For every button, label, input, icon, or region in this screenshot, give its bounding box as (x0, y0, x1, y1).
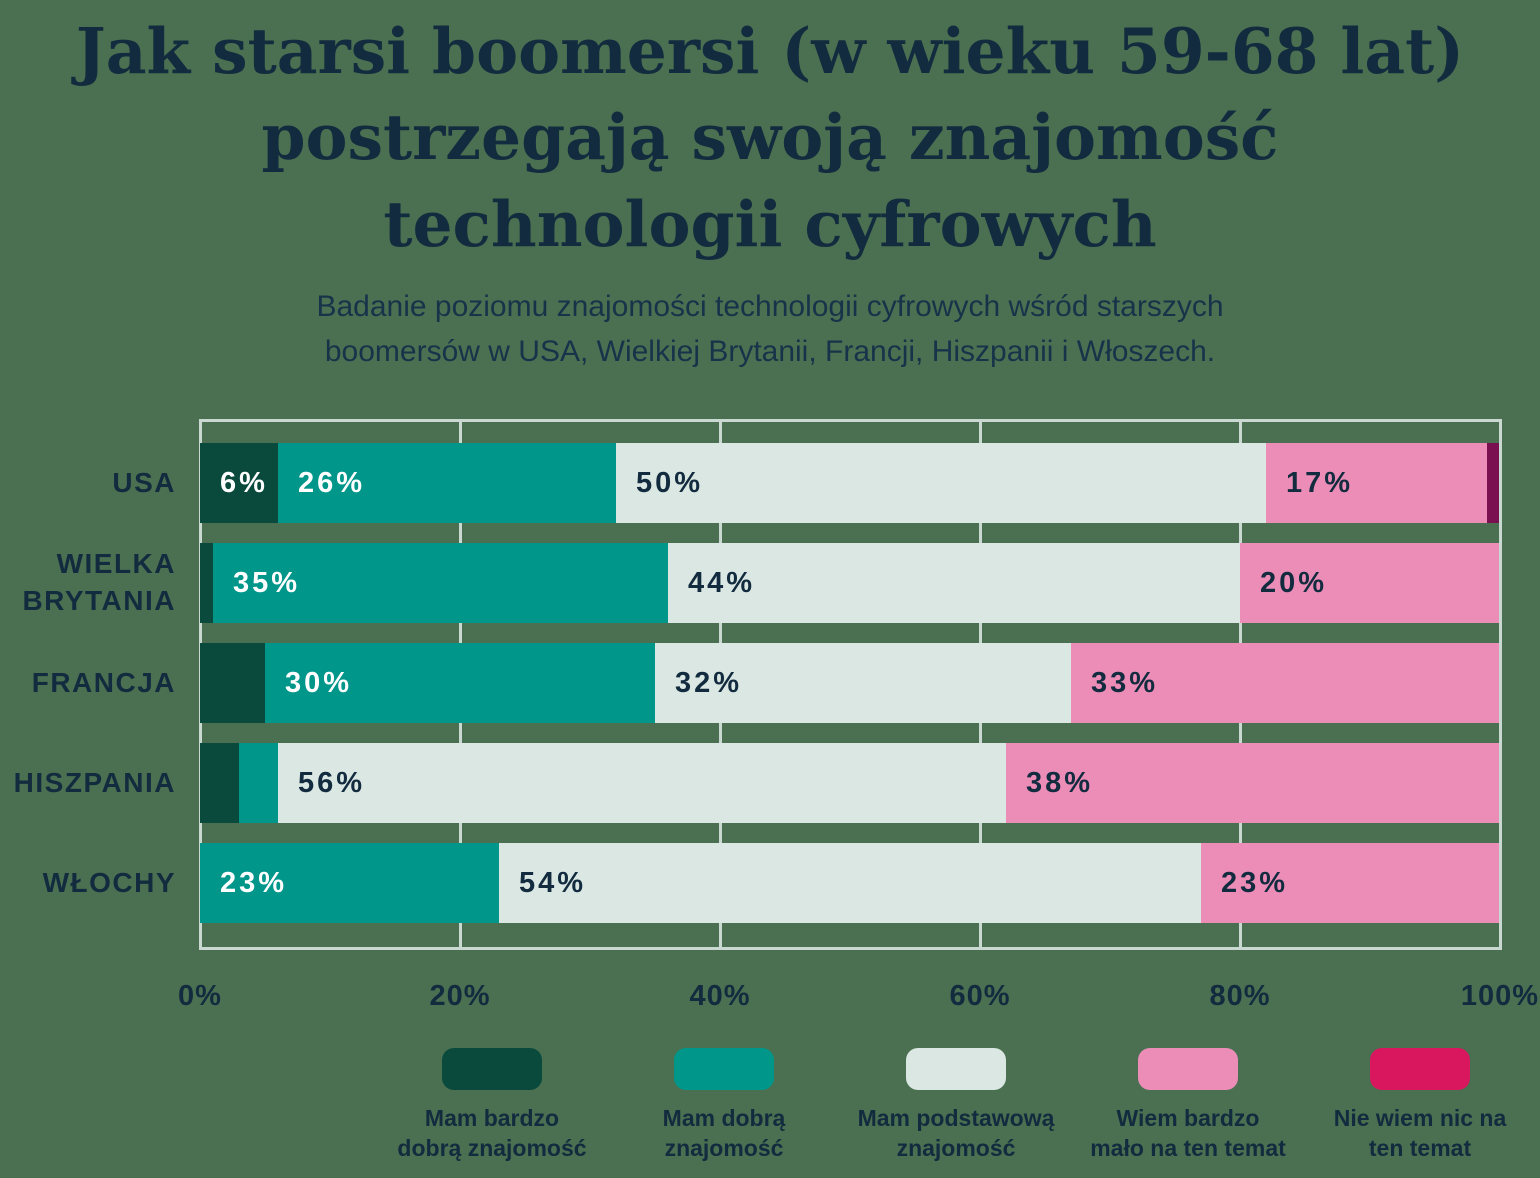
bar-segment[interactable]: 32% (655, 643, 1071, 723)
bar-row-WIELKA BRYTANIA: 35% 44% 20% (200, 543, 1500, 623)
bar-segment[interactable]: 6% (200, 443, 278, 523)
bar-value-label: 50% (636, 466, 704, 499)
bar-segment[interactable] (200, 743, 239, 823)
bar-value-label: 6% (220, 466, 268, 499)
bar-value-label: 54% (519, 866, 587, 899)
bar-value-label: 44% (688, 566, 756, 599)
legend-label: Wiem bardzo mało na ten temat (1090, 1105, 1286, 1161)
legend-swatch (1370, 1048, 1470, 1090)
axis-tick-0%: 0% (178, 980, 222, 1012)
legend-swatch (674, 1048, 774, 1090)
chart-subtitle: Badanie poziomu znajomości technologii c… (316, 290, 1224, 368)
category-label-USA: USA (112, 466, 176, 498)
bar-segment[interactable]: 35% (213, 543, 668, 623)
bar-value-label: 20% (1260, 566, 1328, 599)
bar-row-FRANCJA: 30% 32% 33% (200, 643, 1500, 723)
bar-segment[interactable]: 38% (1006, 743, 1500, 823)
bar-value-label: 30% (285, 666, 353, 699)
category-label-HISZPANIA: HISZPANIA (13, 766, 176, 798)
bar-row-USA: 6% 26% 50% 17% (200, 443, 1500, 523)
bar-value-label: 23% (1221, 866, 1289, 899)
axis-tick-20%: 20% (429, 980, 491, 1012)
bar-segment[interactable]: 20% (1240, 543, 1500, 623)
legend-label: Nie wiem nic na ten temat (1333, 1105, 1507, 1161)
bar-segment[interactable]: 23% (1201, 843, 1500, 923)
bar-segment[interactable]: 23% (200, 843, 499, 923)
bar-row-HISZPANIA: 56% 38% (200, 743, 1500, 823)
gridline-100% (1498, 419, 1502, 950)
plot-top-border (198, 419, 1502, 422)
legend-swatch (906, 1048, 1006, 1090)
bar-value-label: 26% (298, 466, 366, 499)
category-label-WIELKA BRYTANIA: WIELKA BRYTANIA (22, 548, 176, 616)
bar-segment[interactable] (200, 643, 265, 723)
legend-swatch (442, 1048, 542, 1090)
plot-bottom-border (198, 947, 1502, 950)
chart-title: Jak starsi boomersi (w wieku 59-68 lat) … (75, 14, 1465, 261)
bar-segment[interactable]: 54% (499, 843, 1201, 923)
bar-segment[interactable]: 50% (616, 443, 1266, 523)
bar-segment[interactable]: 33% (1071, 643, 1500, 723)
bar-segment[interactable]: 17% (1266, 443, 1487, 523)
bar-value-label: 56% (298, 766, 366, 799)
bar-value-label: 33% (1091, 666, 1159, 699)
bar-value-label: 32% (675, 666, 743, 699)
legend-label: Mam bardzo dobrą znajomość (397, 1105, 587, 1161)
bar-value-label: 38% (1026, 766, 1094, 799)
bar-segment[interactable] (239, 743, 278, 823)
bar-segment[interactable]: 30% (265, 643, 655, 723)
bar-segment[interactable] (200, 543, 213, 623)
bar-segment[interactable]: 26% (278, 443, 616, 523)
category-label-FRANCJA: FRANCJA (31, 666, 176, 698)
axis-tick-100%: 100% (1460, 980, 1540, 1012)
bar-value-label: 35% (233, 566, 301, 599)
bar-value-label: 17% (1286, 466, 1354, 499)
axis-tick-80%: 80% (1209, 980, 1271, 1012)
axis-tick-60%: 60% (949, 980, 1011, 1012)
bar-value-label: 23% (220, 866, 288, 899)
bar-row-WŁOCHY: 23% 54% 23% (200, 843, 1500, 923)
legend-swatch (1138, 1048, 1238, 1090)
bar-segment[interactable]: 56% (278, 743, 1006, 823)
legend-label: Mam podstawową znajomość (857, 1105, 1055, 1161)
legend-label: Mam dobrą znajomość (662, 1105, 786, 1161)
category-label-WŁOCHY: WŁOCHY (42, 866, 176, 898)
axis-tick-40%: 40% (689, 980, 751, 1012)
bar-segment[interactable]: 44% (668, 543, 1240, 623)
bar-segment[interactable] (1487, 443, 1500, 523)
